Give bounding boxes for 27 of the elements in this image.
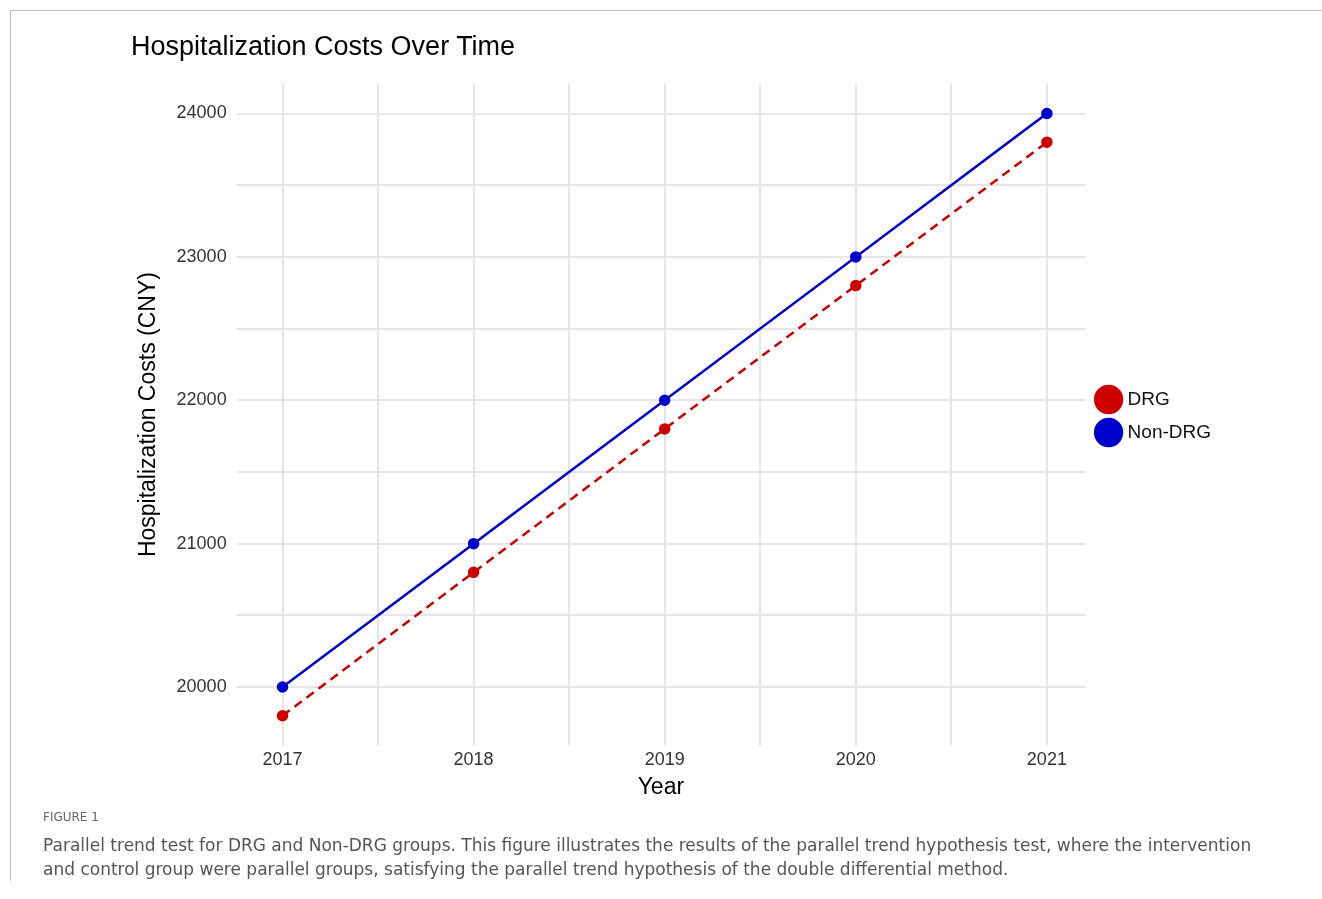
- point: [276, 709, 289, 722]
- point: [1041, 107, 1053, 120]
- point: [850, 251, 862, 263]
- x-tick-label: 2019: [644, 748, 685, 769]
- x-tick-label: 2021: [1026, 748, 1067, 769]
- legend-label: DRG: [1127, 387, 1170, 409]
- y-tick-label: 20000: [176, 675, 227, 696]
- y-tick-label: 24000: [176, 102, 227, 123]
- legend-label: Non-DRG: [1127, 420, 1211, 442]
- x-axis-title: Year: [637, 772, 685, 799]
- x-tick-label: 2017: [262, 748, 303, 769]
- x-tick-label: 2018: [453, 748, 494, 769]
- y-tick-label: 23000: [176, 245, 227, 266]
- text: Parallel trend test for DRG and Non-DRG groups. This figure illustrates the results of the parallel trend hypothesis test, where the intervention and control group were parallel groups, satisfying the parallel trend hypothesis of the double differential method.: [43, 834, 1253, 881]
- point: [467, 537, 480, 550]
- point: [658, 423, 671, 435]
- y-tick-label: 21000: [176, 532, 227, 553]
- point: [1041, 136, 1053, 148]
- y-tick-label: 22000: [176, 389, 227, 410]
- point: [276, 681, 289, 693]
- x-tick-label: 2020: [835, 748, 876, 769]
- point: [658, 394, 671, 407]
- point: [467, 566, 480, 579]
- chart-title: Hospitalization Costs Over Time: [131, 30, 516, 61]
- y-axis-title: Hospitalization Costs (CNY): [134, 272, 161, 558]
- caption: FIGURE 1: [43, 809, 100, 826]
- point: [850, 279, 862, 292]
